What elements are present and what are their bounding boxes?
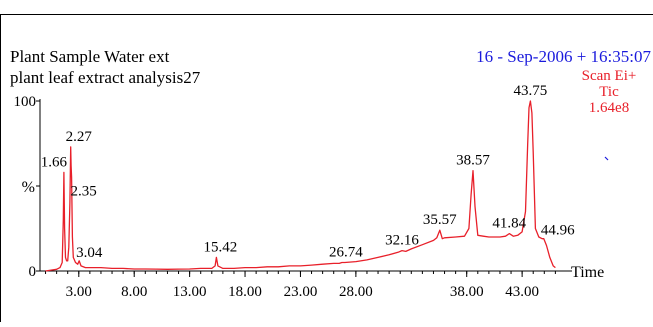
- peak-label: 41.84: [492, 216, 526, 232]
- chart-title: Plant Sample Water ext: [10, 47, 170, 66]
- y-tick-label-0: 0: [29, 264, 37, 280]
- peak-label: 44.96: [541, 223, 575, 239]
- stray-mark: [604, 156, 609, 161]
- y-axis-percent-label: %: [22, 179, 35, 196]
- peak-label: 35.57: [423, 212, 457, 228]
- peak-label: 43.75: [514, 83, 548, 99]
- x-ticks: 3.00 8.00 13.00 18.00 23.00 28.00 38.00 43.00: [45, 271, 556, 300]
- timestamp-label: 16 - Sep-2006 + 16:35:07: [476, 47, 651, 66]
- x-tick-label: 38.00: [450, 284, 484, 300]
- peak-label: 3.04: [76, 245, 103, 261]
- intensity-label: 1.64e8: [589, 100, 629, 116]
- x-tick-label: 28.00: [339, 284, 373, 300]
- peak-label: 1.66: [41, 154, 68, 170]
- peak-label: 15.42: [204, 239, 238, 255]
- trace-type-label: Tic: [599, 84, 619, 100]
- tic-trace: [45, 100, 556, 272]
- chart-subtitle: plant leaf extract analysis27: [10, 68, 201, 87]
- x-tick-label: 43.00: [505, 284, 539, 300]
- peak-label: 32.16: [385, 233, 419, 249]
- peak-label: 2.27: [66, 129, 93, 145]
- x-tick-label: 13.00: [173, 284, 207, 300]
- peak-label: 38.57: [456, 153, 490, 169]
- y-tick-label-100: 100: [14, 94, 37, 110]
- x-tick-label: 23.00: [284, 284, 318, 300]
- x-tick-label: 18.00: [228, 284, 262, 300]
- x-tick-label: 8.00: [121, 284, 147, 300]
- axes: 100 % 0 Time: [14, 94, 605, 281]
- peak-label: 26.74: [329, 245, 363, 261]
- peak-label: 2.35: [70, 184, 96, 200]
- x-axis-label: Time: [571, 264, 604, 281]
- scan-mode-label: Scan Ei+: [582, 68, 637, 84]
- x-tick-label: 3.00: [66, 284, 92, 300]
